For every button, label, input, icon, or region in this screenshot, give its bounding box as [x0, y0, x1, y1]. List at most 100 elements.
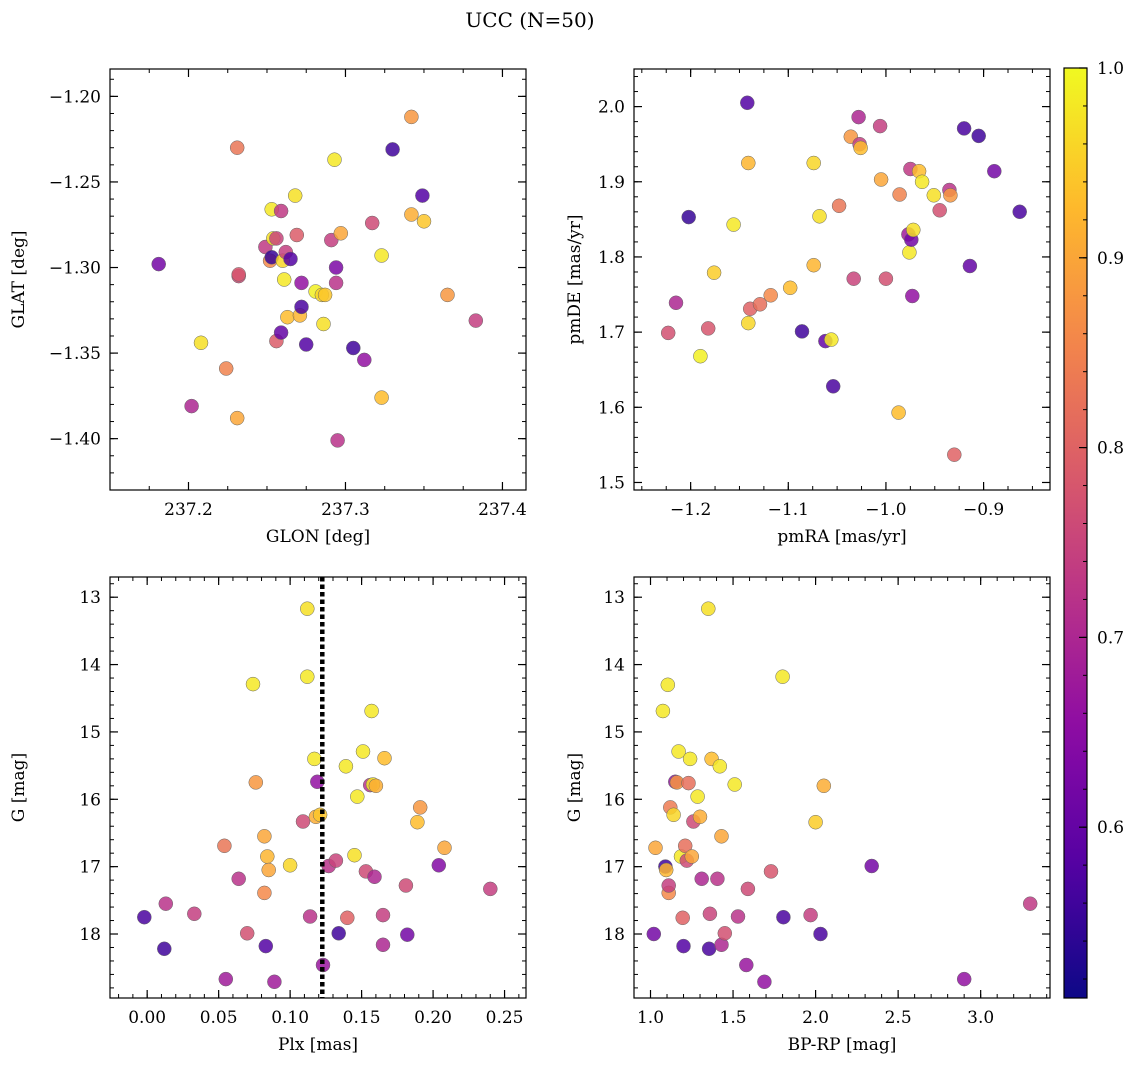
data-point	[327, 152, 342, 167]
x-tick-label: −0.9	[963, 500, 1004, 520]
data-point	[727, 777, 742, 792]
data-point	[357, 352, 372, 368]
data-point	[347, 847, 362, 863]
data-point	[658, 862, 674, 878]
data-point	[864, 858, 879, 874]
data-point	[328, 275, 344, 291]
data-point	[682, 751, 698, 767]
x-tick-label: 0.20	[414, 1008, 452, 1028]
y-tick-label: 16	[603, 790, 625, 810]
colorbar-tick-label: 1.0	[1097, 59, 1124, 79]
data-point	[415, 188, 430, 203]
x-tick-label: 2.0	[802, 1008, 829, 1028]
data-point	[229, 410, 245, 426]
axes-frame	[633, 68, 1051, 491]
data-point	[184, 398, 199, 414]
data-point	[853, 140, 868, 156]
points-bprp-g	[646, 601, 1038, 990]
x-axis-label: BP-RP [mag]	[788, 1035, 897, 1055]
data-point	[298, 337, 314, 352]
data-point	[671, 744, 686, 759]
y-tick-label: 13	[79, 588, 101, 608]
data-point	[701, 941, 717, 957]
data-point	[269, 231, 284, 246]
data-point	[294, 299, 309, 315]
data-point	[282, 858, 298, 873]
data-point	[706, 265, 722, 280]
data-point	[872, 118, 888, 134]
x-tick-label: −1.1	[768, 500, 809, 520]
data-point	[675, 910, 690, 926]
data-point	[816, 778, 832, 794]
data-point	[231, 871, 246, 887]
panel-glon-glat: 237.2 237.3 237.4 −1.40 −1.35 −1.30 −1.25 −1.20…	[9, 68, 527, 547]
data-point	[943, 188, 958, 203]
data-point	[763, 288, 778, 303]
x-tick-label: 237.3	[321, 500, 370, 520]
y-tick-label: −1.40	[49, 430, 101, 450]
y-tick-label: 18	[603, 925, 625, 945]
data-point	[690, 789, 705, 804]
data-point	[782, 280, 798, 296]
data-point	[692, 809, 708, 825]
data-point	[350, 789, 365, 804]
data-point	[824, 332, 839, 347]
y-tick-label: 15	[79, 723, 101, 743]
y-tick-label: 17	[79, 858, 101, 878]
data-point	[410, 814, 425, 830]
panel-plx-g: 0.00 0.05 0.10 0.15 0.20 0.25 13 14 15 16 17 18 Plx …	[9, 576, 527, 1055]
data-point	[261, 862, 276, 878]
data-point	[328, 260, 344, 275]
data-point	[412, 800, 428, 815]
data-point	[364, 703, 379, 719]
data-point	[231, 267, 246, 282]
points-pmra-pmde	[660, 95, 1027, 462]
data-point	[813, 926, 828, 942]
data-point	[776, 909, 791, 925]
data-point	[328, 853, 344, 868]
data-point	[295, 814, 311, 829]
data-point	[300, 669, 315, 684]
data-point	[283, 251, 298, 267]
colorbar-tick-label: 0.9	[1097, 249, 1124, 269]
data-point	[260, 849, 275, 864]
data-point	[276, 272, 292, 287]
data-point	[331, 926, 346, 941]
data-point	[289, 227, 305, 243]
data-point	[926, 188, 942, 203]
data-point	[740, 95, 755, 111]
data-point	[825, 379, 841, 394]
data-point	[374, 390, 389, 405]
data-point	[710, 871, 725, 887]
data-point	[812, 209, 827, 224]
y-tick-label: −1.25	[49, 173, 101, 193]
x-tick-label: 237.4	[478, 500, 527, 520]
data-point	[701, 601, 716, 616]
data-point	[806, 257, 821, 273]
data-point	[831, 198, 847, 214]
data-point	[302, 909, 318, 924]
data-point	[956, 971, 972, 987]
axes-frame	[109, 68, 527, 491]
colorbar-tick-label: 0.8	[1097, 439, 1124, 459]
data-point	[726, 217, 741, 232]
colorbar: 0.6 0.7 0.8 0.9 1.0	[1063, 59, 1124, 999]
data-point	[987, 163, 1002, 179]
data-point	[151, 256, 166, 272]
data-point	[468, 313, 484, 328]
data-point	[971, 128, 986, 144]
data-point	[404, 109, 419, 125]
y-tick-label: 16	[79, 790, 101, 810]
data-point	[400, 927, 415, 942]
data-point	[1022, 896, 1038, 911]
data-point	[741, 315, 756, 331]
y-tick-label: 15	[603, 723, 625, 743]
data-point	[905, 288, 920, 304]
data-point	[315, 957, 331, 973]
data-point	[694, 871, 709, 887]
data-point	[902, 245, 917, 260]
data-point	[248, 775, 264, 790]
data-point	[267, 974, 282, 990]
data-point	[684, 849, 700, 864]
data-point	[193, 335, 209, 351]
